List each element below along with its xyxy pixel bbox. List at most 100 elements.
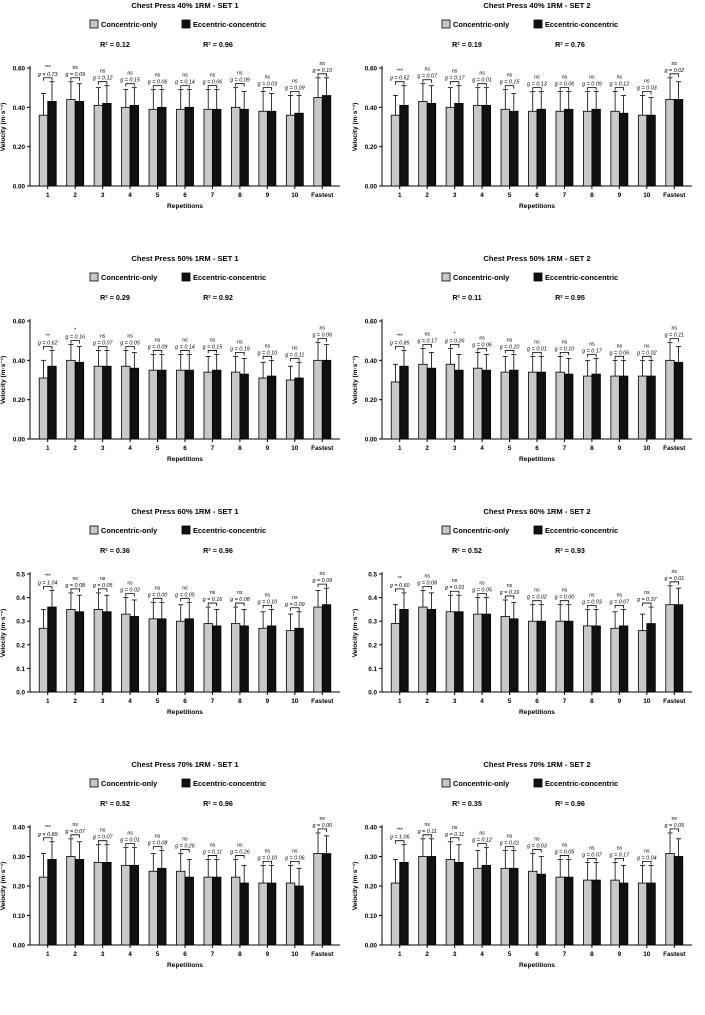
significance-label: ***: [397, 828, 403, 834]
bar-eccentric: [399, 104, 409, 187]
significance-bracket: [587, 87, 597, 91]
significance-label: ns: [589, 341, 595, 347]
bar-concentric: [583, 375, 593, 440]
x-tick-label: 1: [46, 951, 50, 958]
bar-eccentric: [673, 361, 684, 440]
bar-eccentric: [426, 367, 437, 440]
significance-bracket: [290, 860, 300, 865]
significance-label: ***: [45, 825, 51, 831]
bar-concentric: [203, 371, 213, 440]
significance-label: ns: [182, 585, 188, 591]
significance-label: ns: [100, 576, 106, 582]
y-tick-label: 0.1: [16, 666, 25, 673]
significance-bracket: [97, 346, 108, 350]
significance-label: ns: [507, 583, 513, 589]
significance-bracket: [43, 346, 53, 350]
significance-bracket: [559, 855, 570, 859]
significance-label: ns: [452, 578, 458, 584]
bar-eccentric: [157, 106, 167, 187]
x-tick-label: 10: [291, 951, 299, 958]
bar-concentric: [637, 375, 648, 440]
significance-label: ns: [100, 69, 106, 75]
x-tick-label: 2: [425, 192, 429, 199]
x-tick-label: 8: [238, 698, 242, 705]
bar-concentric: [665, 604, 675, 693]
significance-label: ns: [479, 581, 485, 587]
y-tick-label: 0.4: [16, 595, 25, 602]
bar-concentric: [445, 859, 456, 946]
bar-concentric: [418, 606, 428, 693]
x-tick-label: 1: [398, 192, 402, 199]
bar-concentric: [473, 104, 483, 187]
significance-label: ns: [672, 61, 678, 67]
bar-concentric: [66, 359, 76, 440]
bar-concentric: [500, 616, 510, 693]
y-tick-label: 0.00: [365, 437, 378, 444]
significance-bracket: [290, 357, 300, 362]
r2-concentric: R² = 0.12: [100, 40, 130, 49]
x-tick-label: 8: [238, 192, 242, 199]
bar-eccentric: [102, 103, 112, 187]
legend-swatch-concentric: [89, 525, 99, 535]
y-tick-label: 0.20: [365, 144, 378, 151]
bar-eccentric: [646, 375, 656, 440]
significance-label: ns: [617, 75, 623, 81]
bar-concentric: [258, 882, 268, 946]
r2-concentric: R² = 0.19: [452, 40, 482, 49]
x-tick-label: 8: [590, 698, 594, 705]
significance-label: ns: [155, 73, 161, 79]
bar-concentric: [418, 363, 428, 440]
significance-bracket: [449, 590, 460, 595]
r2-eccentric: R² = 0.95: [555, 293, 585, 302]
significance-bracket: [235, 855, 245, 859]
significance-bracket: [642, 860, 652, 865]
bar-eccentric: [321, 359, 332, 440]
bar-concentric: [66, 609, 76, 693]
x-tick-label: 2: [73, 192, 77, 199]
effect-size-label: g = 0.85: [390, 341, 411, 347]
effect-size-label: g = 0.04: [637, 855, 657, 861]
effect-size-label: g = 1.04: [38, 581, 58, 587]
bar-concentric: [637, 882, 648, 946]
significance-label: ***: [397, 334, 403, 340]
bar-eccentric: [591, 108, 601, 187]
x-tick-label: 5: [156, 951, 160, 958]
significance-label: ns: [479, 831, 485, 837]
y-tick-label: 0.60: [13, 319, 26, 326]
x-tick-label: 3: [453, 192, 457, 199]
effect-size-label: g = 0.01: [472, 78, 492, 84]
y-tick-label: 0.20: [13, 884, 26, 891]
x-tick-label: 2: [73, 698, 77, 705]
significance-bracket: [125, 346, 135, 350]
significance-label: ns: [507, 834, 513, 840]
bar-eccentric: [74, 611, 85, 693]
effect-size-label: g = 0.01: [527, 346, 547, 352]
bar-concentric: [231, 623, 241, 693]
significance-bracket: [422, 79, 432, 83]
significance-label: ns: [644, 848, 650, 854]
r2-concentric: R² = 0.35: [452, 799, 482, 808]
y-tick-label: 0.60: [365, 66, 378, 73]
r2-eccentric: R² = 0.96: [203, 546, 233, 555]
legend-label-concentric: Concentric-only: [453, 526, 510, 535]
significance-bracket: [669, 581, 679, 585]
significance-bracket: [504, 350, 515, 354]
bar-concentric: [500, 867, 510, 946]
significance-bracket: [290, 607, 300, 611]
significance-label: ns: [644, 343, 650, 349]
legend-label-concentric: Concentric-only: [453, 273, 510, 282]
effect-size-label: g = 0.17: [610, 852, 631, 858]
effect-size-label: g = 0.10: [500, 344, 520, 350]
significance-bracket: [262, 87, 273, 91]
x-tick-label: 5: [508, 951, 512, 958]
bar-eccentric: [454, 103, 464, 187]
y-tick-label: 0.20: [365, 884, 378, 891]
legend-label-concentric: Concentric-only: [453, 779, 510, 788]
y-axis-label: Velocity (m·s⁻¹): [352, 862, 359, 911]
x-tick-label: 4: [480, 192, 484, 199]
x-axis-label: Repetitions: [167, 203, 203, 210]
x-tick-label: Fastest: [663, 445, 686, 452]
significance-label: ns: [534, 837, 540, 843]
significance-bracket: [180, 85, 190, 89]
effect-size-label: g = 0.05: [664, 823, 685, 829]
